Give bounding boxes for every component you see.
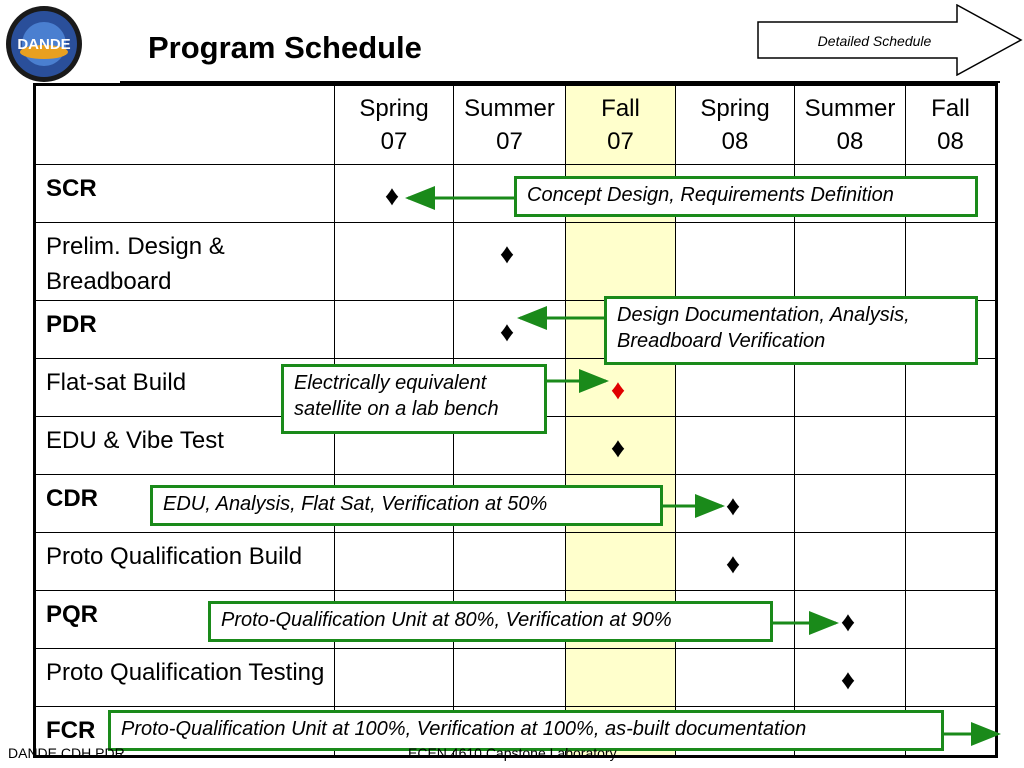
schedule-cell xyxy=(453,474,566,533)
schedule-cell xyxy=(334,590,454,649)
schedule-cell xyxy=(334,300,454,359)
footer-center-text: ECEN 4610 Capstone Laboratory xyxy=(408,745,617,761)
schedule-cell xyxy=(675,474,795,533)
column-header: Summer 07 xyxy=(453,84,566,165)
schedule-cell xyxy=(675,532,795,591)
schedule-cell xyxy=(675,648,795,707)
schedule-cell xyxy=(905,648,997,707)
column-header: Spring 08 xyxy=(675,84,795,165)
table-row: Proto Qualification Testing xyxy=(34,648,997,707)
schedule-cell xyxy=(334,648,454,707)
detailed-schedule-label: Detailed Schedule xyxy=(817,33,932,49)
schedule-cell xyxy=(905,532,997,591)
schedule-cell xyxy=(453,164,566,223)
schedule-cell xyxy=(565,532,676,591)
schedule-cell xyxy=(905,358,997,417)
schedule-cell xyxy=(565,358,676,417)
row-label: Proto Qualification Testing xyxy=(34,648,335,707)
table-row: CDR xyxy=(34,474,997,533)
schedule-cell xyxy=(334,222,454,301)
schedule-cell xyxy=(565,416,676,475)
schedule-cell xyxy=(675,222,795,301)
row-label: Flat-sat Build xyxy=(34,358,335,417)
column-header: Summer 08 xyxy=(794,84,906,165)
schedule-cell xyxy=(334,416,454,475)
column-header: Fall 08 xyxy=(905,84,997,165)
schedule-cell xyxy=(453,416,566,475)
table-row: EDU & Vibe Test xyxy=(34,416,997,475)
row-label: SCR xyxy=(34,164,335,223)
schedule-cell xyxy=(334,164,454,223)
schedule-cell xyxy=(453,300,566,359)
schedule-cell xyxy=(905,416,997,475)
table-row: Proto Qualification Build xyxy=(34,532,997,591)
schedule-cell xyxy=(565,648,676,707)
page-title: Program Schedule xyxy=(148,30,422,65)
schedule-cell xyxy=(794,532,906,591)
schedule-rows: SCR Prelim. Design & Breadboard PDR Flat-sa… xyxy=(34,164,997,757)
schedule-table: Spring 07 Summer 07 Fall 07 Spring 08 Summer… xyxy=(33,83,998,758)
schedule-cell xyxy=(905,300,997,359)
schedule-cell xyxy=(794,648,906,707)
table-row: Prelim. Design & Breadboard xyxy=(34,222,997,301)
table-header-row: Spring 07 Summer 07 Fall 07 Spring 08 Summer… xyxy=(34,84,997,165)
schedule-cell xyxy=(675,416,795,475)
schedule-cell xyxy=(675,358,795,417)
schedule-cell xyxy=(794,590,906,649)
table-row: PQR xyxy=(34,590,997,649)
schedule-cell xyxy=(453,532,566,591)
table-row: PDR xyxy=(34,300,997,359)
row-label: EDU & Vibe Test xyxy=(34,416,335,475)
schedule-cell xyxy=(565,590,676,649)
schedule-cell xyxy=(794,474,906,533)
schedule-cell xyxy=(565,300,676,359)
row-label: Proto Qualification Build xyxy=(34,532,335,591)
schedule-cell xyxy=(905,590,997,649)
detailed-schedule-button[interactable]: Detailed Schedule xyxy=(757,4,1023,76)
schedule-cell xyxy=(794,300,906,359)
schedule-cell xyxy=(675,164,795,223)
schedule-cell xyxy=(334,474,454,533)
schedule-cell xyxy=(565,164,676,223)
schedule-cell xyxy=(905,164,997,223)
schedule-cell xyxy=(334,358,454,417)
table-row: Flat-sat Build xyxy=(34,358,997,417)
schedule-cell xyxy=(905,706,997,757)
schedule-cell xyxy=(453,590,566,649)
schedule-cell xyxy=(794,416,906,475)
schedule-cell xyxy=(905,222,997,301)
schedule-cell xyxy=(565,474,676,533)
schedule-cell xyxy=(794,164,906,223)
schedule-cell xyxy=(453,222,566,301)
schedule-cell xyxy=(675,706,795,757)
row-label: PDR xyxy=(34,300,335,359)
schedule-cell xyxy=(675,300,795,359)
dande-mission-logo-icon: DANDE xyxy=(6,6,82,82)
schedule-cell xyxy=(453,358,566,417)
column-header-current: Fall 07 xyxy=(565,84,676,165)
header-corner-cell xyxy=(34,84,335,165)
row-label: PQR xyxy=(34,590,335,649)
schedule-cell xyxy=(565,222,676,301)
schedule-cell xyxy=(794,358,906,417)
schedule-cell xyxy=(334,532,454,591)
schedule-cell xyxy=(794,222,906,301)
column-header: Spring 07 xyxy=(334,84,454,165)
title-divider xyxy=(120,81,1000,83)
logo-text: DANDE xyxy=(17,36,70,53)
schedule-cell xyxy=(675,590,795,649)
table-row: SCR xyxy=(34,164,997,223)
row-label: Prelim. Design & Breadboard xyxy=(34,222,335,301)
right-arrow-icon xyxy=(757,4,1023,76)
footer-left-text: DANDE CDH PDR xyxy=(8,745,125,761)
row-label: CDR xyxy=(34,474,335,533)
schedule-cell xyxy=(905,474,997,533)
dande-logo: DANDE xyxy=(4,4,84,84)
schedule-cell xyxy=(453,648,566,707)
schedule-cell xyxy=(794,706,906,757)
